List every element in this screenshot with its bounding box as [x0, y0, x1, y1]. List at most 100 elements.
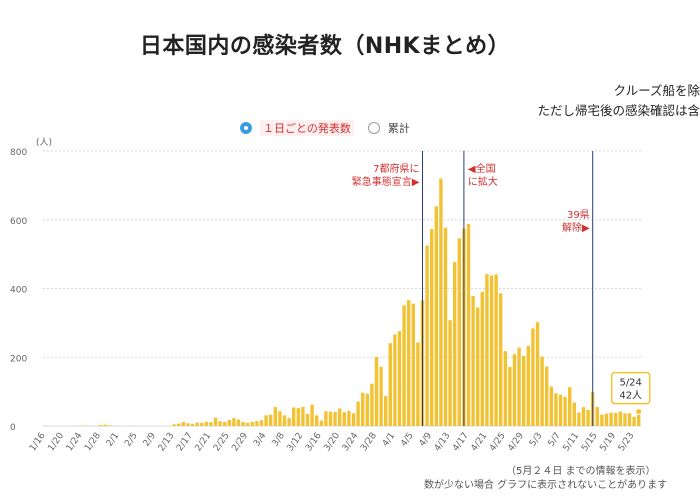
bar [508, 366, 512, 427]
x-tick-label: 4/13 [433, 431, 453, 453]
bar [563, 396, 567, 426]
bar [604, 413, 609, 427]
x-tick-label: 4/17 [451, 431, 471, 453]
bar [384, 396, 388, 426]
bar [209, 422, 213, 426]
total-radio-icon[interactable] [367, 122, 380, 134]
bar [632, 417, 636, 426]
bar [190, 423, 195, 426]
bar [241, 421, 245, 427]
bar [361, 392, 365, 426]
bar [549, 386, 553, 426]
bar [287, 418, 291, 426]
y-tick-label: 800 [10, 148, 27, 158]
y-tick-label: 0 [10, 423, 16, 433]
daily-option[interactable]: １日ごとの発表数 [240, 120, 354, 136]
bar [250, 421, 254, 427]
bar [545, 366, 549, 426]
bar [512, 354, 517, 426]
bar [517, 347, 521, 427]
bar [259, 420, 264, 426]
bar [411, 303, 415, 427]
bar [577, 412, 581, 426]
bar [407, 300, 411, 426]
bar [338, 408, 342, 426]
bar [595, 407, 599, 426]
bar [195, 422, 199, 426]
x-tick-label: 3/20 [322, 431, 342, 454]
bar [255, 421, 259, 426]
bar [614, 412, 618, 426]
footnote-small: 数が少ない場合 グラフに表示されないことがあります [424, 480, 668, 491]
bar [328, 411, 333, 426]
daily-radio-icon[interactable] [240, 122, 252, 134]
x-tick-label: 2/5 [123, 431, 139, 449]
total-option[interactable]: 累計 [367, 120, 410, 136]
x-tick-label: 2/17 [175, 431, 195, 453]
bar [319, 420, 323, 426]
bar [572, 402, 576, 427]
bar [586, 409, 590, 426]
x-tick-label: 1/16 [28, 431, 48, 454]
total-label[interactable]: 累計 [387, 122, 410, 135]
bar [305, 413, 310, 426]
view-toggle: １日ごとの発表数 累計 [240, 120, 424, 136]
x-tick-label: 4/21 [470, 431, 490, 453]
x-tick-label: 1/20 [46, 431, 66, 454]
bar [347, 410, 351, 427]
x-tick-label: 4/5 [399, 431, 415, 449]
bar [177, 423, 181, 426]
bar [351, 413, 356, 426]
bar [476, 307, 480, 426]
bar [232, 418, 236, 426]
bar [609, 412, 613, 426]
x-tick-label: 4/25 [488, 431, 508, 453]
x-tick-label: 3/12 [286, 431, 306, 453]
bar [558, 394, 563, 426]
bar [186, 423, 190, 426]
bar [466, 223, 471, 427]
bar [503, 351, 507, 426]
bar [310, 404, 314, 426]
event-marker-label: ◀全国 [468, 162, 496, 175]
x-tick-label: 5/11 [562, 431, 582, 453]
bar [301, 406, 305, 426]
bar [264, 415, 268, 426]
bar [439, 178, 443, 426]
daily-label[interactable]: １日ごとの発表数 [260, 120, 354, 136]
bar [213, 417, 218, 426]
bar [425, 245, 429, 426]
bar [269, 414, 273, 426]
bar [108, 425, 112, 426]
event-marker-label: 緊急事態宣言▶ [352, 175, 420, 188]
bar [292, 407, 296, 426]
x-tick-label: 2/1 [105, 431, 121, 449]
bar [540, 356, 544, 426]
bar [430, 229, 434, 426]
bar [581, 407, 586, 426]
x-tick-label: 4/9 [418, 431, 435, 449]
x-tick-label: 4/29 [506, 431, 526, 454]
x-tick-label: 3/8 [270, 431, 287, 449]
event-marker-label: 解除▶ [562, 221, 590, 234]
bar [324, 411, 328, 426]
bar [204, 421, 208, 427]
bar [333, 411, 337, 426]
bar [227, 419, 231, 426]
bar [393, 334, 397, 426]
x-tick-label: 1/24 [65, 431, 85, 454]
bar [471, 296, 475, 426]
bar [480, 291, 484, 426]
x-tick-label: 5/15 [580, 431, 600, 453]
bar [618, 411, 622, 426]
bar [494, 274, 498, 426]
bar [342, 412, 346, 426]
x-tick-label: 2/25 [212, 431, 232, 453]
bar [223, 421, 227, 427]
y-tick-label: 600 [10, 217, 27, 227]
bar [499, 293, 503, 426]
